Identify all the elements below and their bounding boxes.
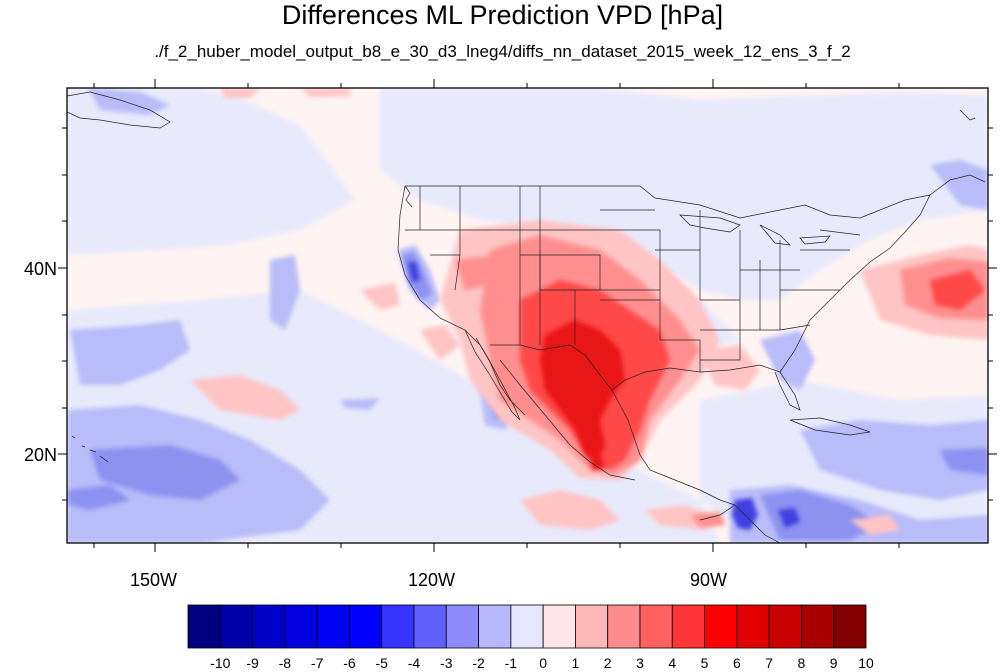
colorbar-label: 5 bbox=[700, 655, 709, 671]
colorbar-swatch bbox=[801, 604, 835, 649]
deep-red-regions bbox=[540, 320, 625, 470]
colorbar-swatch bbox=[639, 604, 673, 649]
boundaries bbox=[67, 91, 986, 543]
colorbar-swatch bbox=[833, 604, 867, 649]
colorbar-swatch bbox=[510, 604, 544, 649]
colorbar-label: -3 bbox=[440, 655, 453, 671]
colorbar-swatch bbox=[381, 604, 415, 649]
colorbar-label: -4 bbox=[407, 655, 421, 671]
map-subtitle: ./f_2_huber_model_output_b8_e_30_d3_lneg… bbox=[154, 42, 851, 61]
colorbar-label: 3 bbox=[636, 655, 644, 671]
colorbar-swatch bbox=[284, 604, 318, 649]
colorbar-label: -10 bbox=[210, 655, 231, 671]
colorbar-swatch bbox=[349, 604, 383, 649]
colorbar-label: -1 bbox=[504, 655, 518, 671]
colorbar-swatch bbox=[219, 604, 253, 649]
colorbar-label: -7 bbox=[310, 655, 324, 671]
colorbar-label: 2 bbox=[603, 655, 612, 671]
axis-ticks bbox=[58, 79, 997, 552]
map-title: Differences ML Prediction VPD [hPa] bbox=[281, 0, 724, 30]
colorbar-label: -2 bbox=[472, 655, 485, 671]
colorbar-label: 10 bbox=[858, 655, 874, 671]
map-plot-area bbox=[67, 88, 988, 543]
colorbar-label: 4 bbox=[668, 655, 677, 671]
colorbar-swatch bbox=[542, 604, 576, 649]
lat-label-40n: 40N bbox=[24, 259, 58, 279]
colorbar-swatch bbox=[736, 604, 770, 649]
colorbar-swatch bbox=[671, 604, 705, 649]
lon-label-150w: 150W bbox=[130, 570, 178, 590]
colorbar bbox=[187, 604, 867, 649]
lat-label-20n: 20N bbox=[24, 445, 58, 465]
colorbar-swatch bbox=[768, 604, 802, 649]
colorbar-label: 6 bbox=[732, 655, 741, 671]
colorbar-swatch bbox=[575, 604, 609, 649]
colorbar-swatch bbox=[413, 604, 447, 649]
colorbar-label: 9 bbox=[829, 655, 838, 671]
colorbar-swatch bbox=[704, 604, 738, 649]
colorbar-label: 1 bbox=[571, 655, 580, 671]
colorbar-swatch bbox=[187, 604, 221, 649]
colorbar-label: 8 bbox=[797, 655, 806, 671]
lon-label-120w: 120W bbox=[408, 570, 456, 590]
dark-blue-regions bbox=[408, 262, 800, 530]
colorbar-swatch bbox=[252, 604, 286, 649]
colorbar-label: -6 bbox=[343, 655, 356, 671]
colorbar-label: -5 bbox=[375, 655, 388, 671]
lon-label-90w: 90W bbox=[690, 570, 728, 590]
colorbar-swatch bbox=[607, 604, 641, 649]
colorbar-swatch bbox=[478, 604, 512, 649]
colorbar-label: 0 bbox=[539, 655, 548, 671]
colorbar-swatch bbox=[316, 604, 350, 649]
colorbar-label: -9 bbox=[246, 655, 259, 671]
colorbar-label: 7 bbox=[765, 655, 774, 671]
colorbar-swatch bbox=[445, 604, 479, 649]
colorbar-label: -8 bbox=[278, 655, 292, 671]
